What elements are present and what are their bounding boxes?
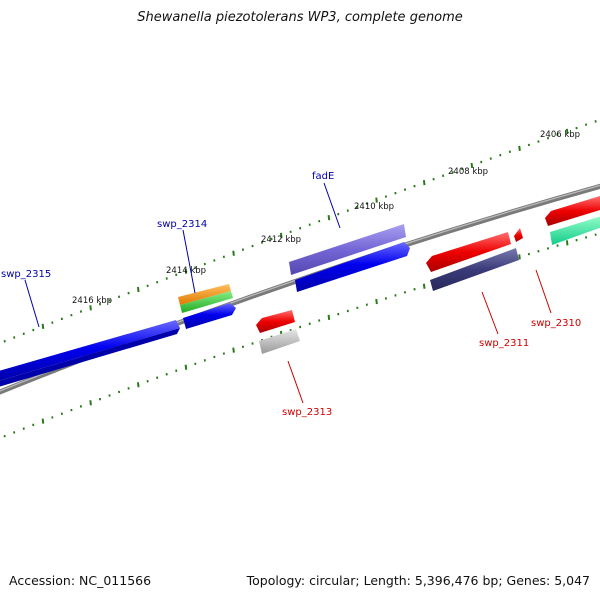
outer-ring-tick	[565, 128, 569, 135]
gene-label-swp_2310[interactable]: swp_2310	[531, 318, 581, 329]
gene-label-swp_2313[interactable]: swp_2313	[282, 407, 332, 418]
tick-label-2410: 2410 kbp	[354, 202, 394, 212]
outer-ring-tick	[470, 162, 474, 169]
gene-swp_2311-purple[interactable]	[430, 248, 519, 291]
outer-ring-tick	[184, 268, 188, 274]
leader-swp_2311	[481, 291, 499, 335]
tick-label-2412: 2412 kbp	[261, 235, 301, 245]
tick-label-2414: 2414 kbp	[166, 266, 206, 276]
outer-ring-tick	[327, 215, 331, 221]
gene-swp_2310[interactable]	[514, 228, 523, 242]
gene-swp_2313-gray[interactable]	[259, 329, 300, 354]
gene-label-fadE[interactable]: fadE	[312, 171, 334, 182]
tick-label-2408: 2408 kbp	[448, 167, 488, 177]
outer-ring-tick	[232, 250, 235, 256]
gene-swp_2313-red[interactable]	[256, 310, 295, 333]
accession-text: Accession: NC_011566	[9, 573, 152, 588]
inner-ring-tick	[136, 382, 140, 388]
map-title: Shewanella piezotolerans WP3, complete g…	[137, 10, 463, 25]
inner-ring-tick	[327, 314, 331, 320]
gene-teal-2406[interactable]	[550, 215, 600, 245]
leader-swp_2315	[24, 279, 40, 328]
gene-label-swp_2315[interactable]: swp_2315	[1, 269, 51, 280]
inner-ring-tick	[375, 298, 378, 305]
inner-ring-tick	[518, 254, 521, 260]
gene-label-swp_2314[interactable]: swp_2314	[157, 219, 207, 230]
tick-label-2406: 2406 kbp	[540, 130, 580, 140]
gene-swp_2315[interactable]	[0, 320, 180, 388]
inner-ring-tick	[422, 283, 426, 289]
outer-ring-tick	[41, 323, 45, 329]
leader-swp_2310	[535, 269, 552, 314]
leader-swp_2314	[182, 229, 196, 294]
gene-red-2406[interactable]	[545, 196, 600, 226]
outer-ring-tick	[279, 232, 283, 238]
gene-blue-2410[interactable]	[295, 242, 410, 292]
inner-ring-tick	[184, 364, 188, 370]
outer-ring-tick	[375, 197, 378, 203]
outer-ring-tick	[518, 145, 521, 151]
outer-ring-tick	[422, 180, 426, 186]
leader-swp_2313	[287, 360, 304, 404]
leader-fadE	[323, 182, 341, 229]
gene-swp_2311-red[interactable]	[426, 232, 511, 272]
inner-ring-tick	[41, 418, 45, 424]
gene-swp_2314-green[interactable]	[180, 291, 233, 313]
gene-label-swp_2311[interactable]: swp_2311	[479, 338, 529, 349]
gene-swp_2314-orange[interactable]	[178, 284, 231, 305]
gene-fadE[interactable]	[289, 224, 406, 275]
tick-ring-outer	[3, 120, 597, 343]
genome-stats-text: Topology: circular; Length: 5,396,476 bp…	[246, 573, 590, 588]
outer-ring-tick	[136, 286, 140, 293]
inner-ring-tick	[89, 400, 92, 406]
inner-ring-tick	[232, 347, 235, 353]
inner-ring-tick	[565, 240, 569, 246]
gene-swp_2314-blue[interactable]	[183, 303, 236, 329]
tick-label-2416: 2416 kbp	[72, 296, 112, 306]
outer-ring-tick	[89, 305, 92, 311]
